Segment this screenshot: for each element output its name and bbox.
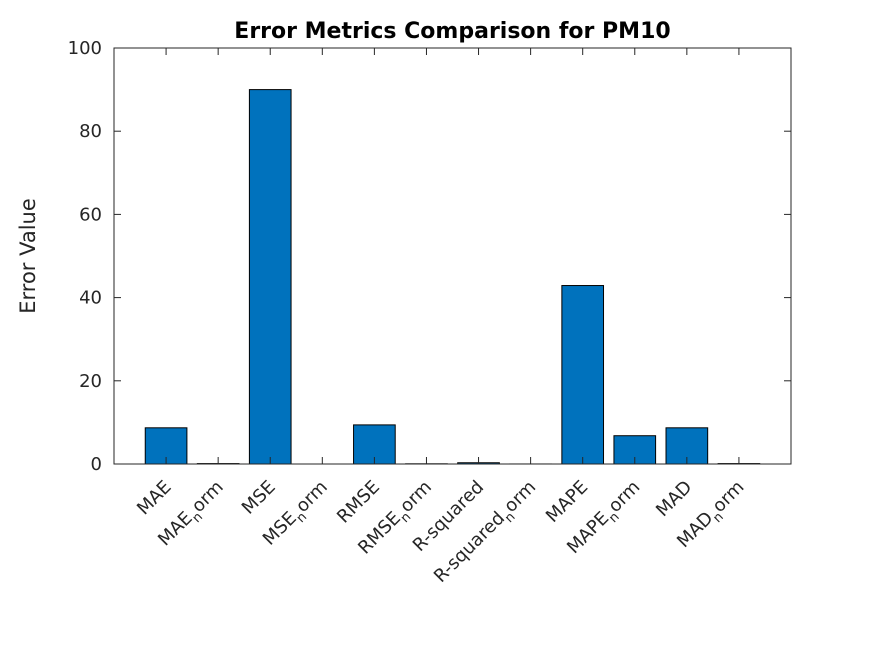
y-axis-ticks: 0 20 40 60 80 100	[68, 38, 791, 475]
x-tick-label: MAE	[133, 477, 176, 520]
y-axis-label: Error Value	[16, 198, 40, 314]
chart-title: Error Metrics Comparison for PM10	[234, 19, 670, 44]
y-tick-label: 60	[79, 204, 102, 225]
bar-3	[249, 90, 291, 464]
bars-group	[145, 90, 760, 464]
x-tick-label: MAD	[652, 477, 696, 521]
bar-9	[562, 286, 604, 464]
y-tick-label: 80	[79, 121, 102, 142]
x-tick-label: MSE	[238, 477, 280, 519]
x-tick-label: R-squarednorm	[430, 477, 544, 591]
y-tick-label: 40	[79, 288, 102, 309]
y-tick-label: 0	[91, 454, 102, 475]
x-tick-label: MAPE	[542, 477, 592, 527]
y-tick-label: 100	[68, 38, 102, 59]
plot-area-frame	[114, 48, 791, 464]
x-tick-label: RMSE	[333, 477, 384, 528]
y-tick-label: 20	[79, 371, 102, 392]
